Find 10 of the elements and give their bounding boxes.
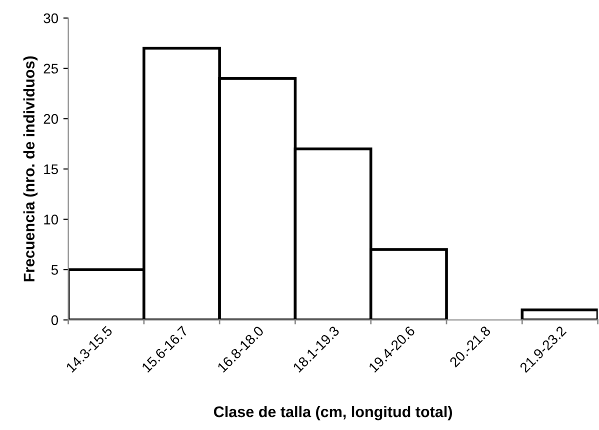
- y-tick-label: 20: [44, 114, 58, 124]
- y-tick-label: 10: [44, 214, 58, 224]
- y-tick-label: 30: [44, 13, 58, 24]
- bar: [520, 308, 598, 320]
- y-tick-label: 15: [44, 164, 58, 174]
- y-tick-label: 5: [51, 265, 58, 275]
- y-axis-title: Frecuencia (nro. de individuos): [23, 56, 38, 282]
- y-tick-label: 0: [51, 315, 58, 326]
- x-axis-title: Clase de talla (cm, longitud total): [214, 406, 452, 420]
- y-tick-label: 25: [44, 64, 58, 74]
